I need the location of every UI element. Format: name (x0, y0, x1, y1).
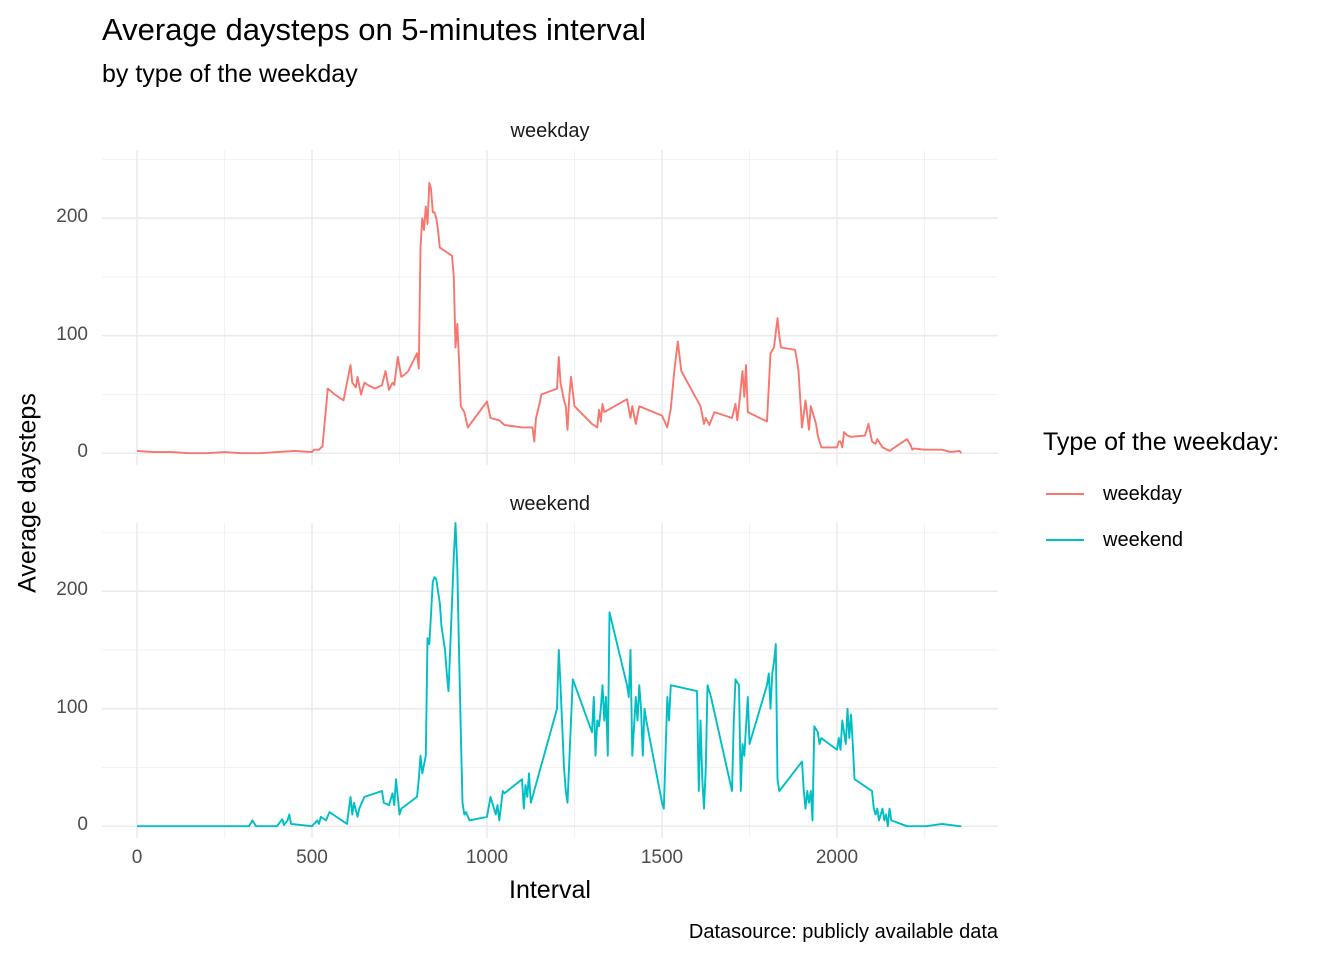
y-tick-label: 200 (56, 579, 88, 601)
chart-subtitle: by type of the weekday (102, 60, 358, 88)
y-tick-label: 0 (77, 441, 88, 463)
legend-title: Type of the weekday: (1043, 428, 1280, 456)
caption: Datasource: publicly available data (688, 921, 998, 943)
legend-label-weekend: weekend (1103, 528, 1184, 551)
x-tick-label: 2000 (815, 847, 859, 868)
facet-strip-weekday: weekday (510, 120, 590, 142)
legend-label-weekday: weekday (1103, 482, 1182, 505)
x-tick-label: 0 (131, 847, 143, 868)
facet-strip-weekend: weekend (509, 493, 591, 515)
chart-title: Average daysteps on 5-minutes interval (102, 12, 646, 47)
series-line-weekday (136, 181, 963, 455)
y-tick-label: 200 (56, 206, 88, 228)
legend-key-weekday (1046, 493, 1084, 495)
x-tick-label: 1500 (640, 847, 684, 868)
x-tick-label: 1000 (465, 847, 509, 868)
legend-item-weekend: weekend (1046, 528, 1183, 552)
y-tick-label: 100 (56, 323, 88, 345)
legend-item-weekday: weekday (1046, 482, 1182, 506)
x-tick-label: 500 (296, 847, 328, 868)
x-axis-label: Interval (509, 876, 591, 904)
legend-key-weekend (1046, 539, 1084, 541)
y-tick-label: 100 (56, 696, 88, 718)
series-line-weekend (137, 522, 962, 828)
y-tick-label: 0 (77, 814, 88, 836)
y-axis-label: Average daysteps (13, 393, 42, 593)
